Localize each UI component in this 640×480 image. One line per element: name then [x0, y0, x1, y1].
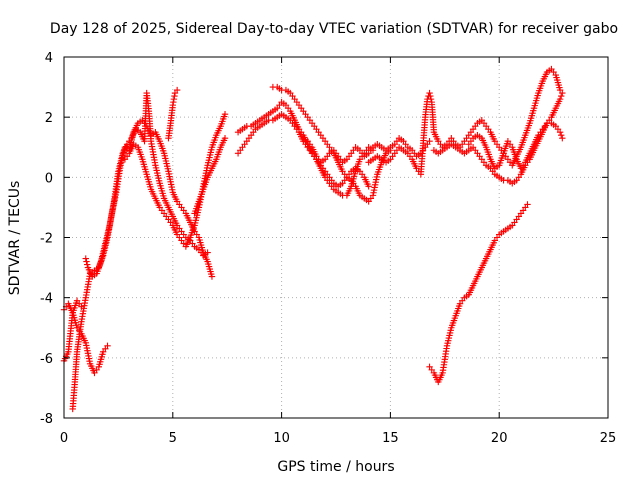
series-track-b	[60, 297, 85, 365]
y-tick-label: 4	[45, 51, 53, 66]
data-point	[173, 86, 181, 94]
data-point	[426, 89, 433, 97]
data-point	[559, 135, 566, 142]
series-track-o	[426, 201, 531, 386]
data-point	[208, 273, 216, 280]
data-point	[84, 261, 91, 268]
y-tick-label: -6	[40, 352, 53, 367]
data-point	[559, 89, 566, 97]
series-track-h	[234, 110, 377, 199]
data-point	[524, 201, 531, 208]
data-point	[83, 258, 90, 265]
chart-title: Day 128 of 2025, Sidereal Day-to-day VTE…	[50, 21, 618, 37]
x-tick-label: 20	[491, 431, 508, 446]
x-axis-label: GPS time / hours	[277, 459, 394, 475]
y-axis-label: SDTVAR / TECUs	[7, 181, 23, 296]
series-track-d	[82, 89, 211, 280]
x-tick-label: 5	[169, 431, 177, 446]
series-track-e	[165, 86, 181, 142]
axis-ticks: 0 5 10 15 20 25 -8 -6 -4 -2 0 2 4	[40, 51, 616, 446]
data-series	[60, 65, 566, 413]
data-point	[221, 135, 229, 142]
data-point	[558, 132, 565, 139]
y-tick-label: -8	[40, 412, 53, 427]
data-point	[558, 92, 565, 100]
series-track-j	[269, 83, 394, 205]
x-tick-label: 10	[273, 431, 290, 446]
data-point	[221, 110, 229, 118]
y-tick-label: -2	[40, 232, 53, 247]
data-point	[82, 255, 89, 262]
data-point	[427, 92, 434, 100]
data-point	[104, 342, 111, 349]
series-track-l	[365, 65, 564, 178]
y-tick-label: 0	[45, 171, 53, 186]
series-track-n	[465, 119, 566, 172]
x-tick-label: 0	[60, 431, 68, 446]
data-point	[427, 95, 435, 103]
x-tick-label: 25	[600, 431, 617, 446]
y-tick-label: 2	[45, 111, 53, 126]
data-point	[426, 138, 433, 145]
series-track-g	[191, 135, 229, 217]
data-point	[556, 95, 564, 103]
data-point	[204, 249, 211, 256]
series-track-k	[304, 135, 433, 166]
data-point	[365, 183, 372, 190]
data-point	[556, 129, 564, 136]
y-tick-label: -4	[40, 292, 53, 307]
x-tick-label: 15	[382, 431, 399, 446]
